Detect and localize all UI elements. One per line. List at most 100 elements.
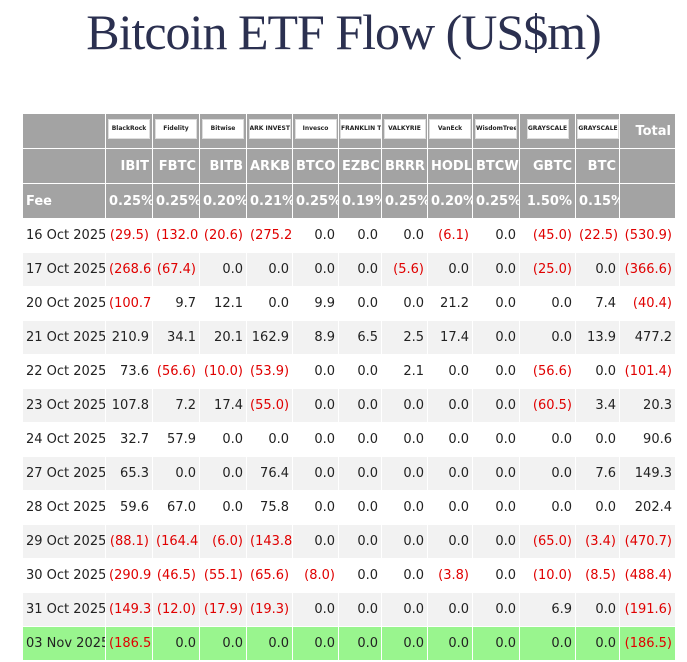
flow: 0.0: [292, 524, 339, 559]
title: Bitcoin ETF Flow (US$m): [86, 4, 602, 60]
flow: 57.9: [152, 422, 200, 457]
issuer-logo: BlackRock: [108, 119, 150, 139]
flow: 0.0: [472, 218, 520, 253]
flow: (5.6): [381, 252, 428, 287]
flow: 0.0: [427, 354, 473, 389]
logo-cell: ARK INVEST: [246, 113, 293, 149]
flow: 0.0: [338, 286, 382, 321]
ticker: HODL: [427, 148, 473, 184]
flow: 0.0: [427, 490, 473, 525]
ticker: FBTC: [152, 148, 200, 184]
flow: 0.0: [338, 490, 382, 525]
date: 28 Oct 2025: [22, 490, 106, 525]
flow: 7.6: [575, 456, 620, 491]
flow: 0.0: [427, 524, 473, 559]
issuer-logo: WisdomTree: [475, 119, 517, 139]
logo-cell: BlackRock: [105, 113, 153, 149]
ticker: EZBC: [338, 148, 382, 184]
flow: 0.0: [472, 252, 520, 287]
data-row: 28 Oct 2025 59.6 67.0 0.0 75.8 0.0 0.0 0.0 0.0 0.…: [22, 490, 676, 525]
flow: 0.0: [472, 388, 520, 423]
logo-cell: GRAYSCALE: [575, 113, 620, 149]
flow: 0.0: [338, 218, 382, 253]
flow: 162.9: [246, 320, 293, 355]
flow: 0.0: [472, 626, 520, 661]
flow: (149.3): [105, 592, 153, 627]
total-flow: (40.4): [619, 286, 676, 321]
flow: 0.0: [427, 456, 473, 491]
flow: 0.0: [246, 626, 293, 661]
date: 23 Oct 2025: [22, 388, 106, 423]
flow: 9.7: [152, 286, 200, 321]
data-row: 30 Oct 2025 (290.9) (46.5) (55.1) (65.6) (8.0…: [22, 558, 676, 593]
flow: 0.0: [381, 524, 428, 559]
flow: 0.0: [381, 490, 428, 525]
flow: (56.6): [519, 354, 576, 389]
flow: 0.0: [472, 558, 520, 593]
flow: 0.0: [338, 388, 382, 423]
data-row: 23 Oct 2025 107.8 7.2 17.4 (55.0) 0.0 0.0 0.0 0.…: [22, 388, 676, 423]
flow: 13.9: [575, 320, 620, 355]
total-flow: (366.6): [619, 252, 676, 287]
total-flow: 149.3: [619, 456, 676, 491]
date: 24 Oct 2025: [22, 422, 106, 457]
date: 20 Oct 2025: [22, 286, 106, 321]
ticker-row: IBIT FBTC BITB ARKB BTCO EZBC BRRR HODL BTCW GBTC…: [22, 148, 676, 184]
flow: 0.0: [381, 592, 428, 627]
data-row: 16 Oct 2025(29.5)(132.0)(20.6)(275.2)0.0…: [22, 218, 676, 253]
fee: 0.19%: [338, 183, 382, 219]
logo-cell: Invesco: [292, 113, 339, 149]
flow: 0.0: [199, 252, 247, 287]
flow: (46.5): [152, 558, 200, 593]
flow: (268.6): [105, 252, 153, 287]
fee: 0.25%: [472, 183, 520, 219]
flow: 0.0: [472, 456, 520, 491]
logo-cell: FRANKLIN TEMPLETON: [338, 113, 382, 149]
flow: 0.0: [472, 354, 520, 389]
flow: 0.0: [381, 456, 428, 491]
ticker: ARKB: [246, 148, 293, 184]
date: 29 Oct 2025: [22, 524, 106, 559]
flow: (25.0): [519, 252, 576, 287]
flow: 0.0: [519, 320, 576, 355]
data-row: 31 Oct 2025 (149.3) (12.0) (17.9) (19.3) 0.0 0…: [22, 592, 676, 627]
date: 03 Nov 2025: [22, 626, 106, 661]
flow: (55.0): [246, 388, 293, 423]
data-row: 29 Oct 2025(88.1)(164.4)(6.0)(143.8)0.00…: [22, 524, 676, 559]
flow: 0.0: [292, 456, 339, 491]
flow: (143.8): [246, 524, 293, 559]
flow: 73.6: [105, 354, 153, 389]
total-flow: 20.3: [619, 388, 676, 423]
flow: (20.6): [199, 218, 247, 253]
flow: 0.0: [519, 422, 576, 457]
fee: 0.20%: [199, 183, 247, 219]
issuer-logo: VanEck: [429, 119, 471, 139]
flow: (88.1): [105, 524, 153, 559]
flow: 0.0: [292, 354, 339, 389]
flow: 107.8: [105, 388, 153, 423]
flow: (19.3): [246, 592, 293, 627]
flow: 0.0: [199, 456, 247, 491]
ticker: BTCO: [292, 148, 339, 184]
flow: (6.0): [199, 524, 247, 559]
flow: 20.1: [199, 320, 247, 355]
flow: (290.9): [105, 558, 153, 593]
data-row: 22 Oct 2025 73.6 (56.6) (10.0) (53.9) 0.0 0.0 2…: [22, 354, 676, 389]
fee-row: Fee0.25%0.25%0.20%0.21%0.25%0.19%0.25%0.…: [22, 183, 676, 219]
flow: 0.0: [246, 252, 293, 287]
flow: 0.0: [152, 626, 200, 661]
issuer-logo: FRANKLIN TEMPLETON: [340, 119, 381, 139]
flow: (60.5): [519, 388, 576, 423]
flow: (100.7): [105, 286, 153, 321]
issuer-logo: GRAYSCALE: [577, 119, 619, 139]
fee: 0.21%: [246, 183, 293, 219]
flow: 0.0: [381, 218, 428, 253]
flow: 0.0: [427, 592, 473, 627]
date: 17 Oct 2025: [22, 252, 106, 287]
flow: 67.0: [152, 490, 200, 525]
ticker: IBIT: [105, 148, 153, 184]
fee: 0.25%: [292, 183, 339, 219]
ticker: GBTC: [519, 148, 576, 184]
data-row: 17 Oct 2025 (268.6) (67.4) 0.0 0.0 0.0 0.0 (5.6…: [22, 252, 676, 287]
flow: 12.1: [199, 286, 247, 321]
